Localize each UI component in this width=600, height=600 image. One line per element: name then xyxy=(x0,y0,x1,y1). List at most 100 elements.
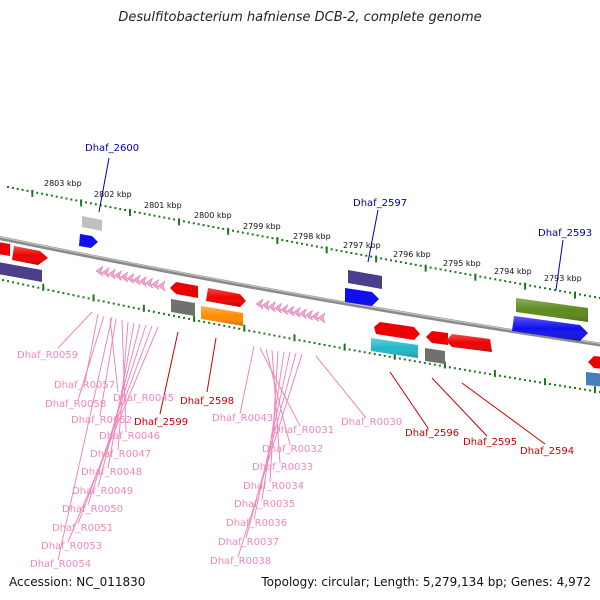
tick-dot xyxy=(266,236,269,239)
tick-dot xyxy=(301,242,303,245)
gene-label-dhaf-r0037[interactable]: Dhaf_R0037 xyxy=(218,537,279,548)
gene-arrow[interactable] xyxy=(586,372,600,387)
rrna-arrow[interactable] xyxy=(292,306,301,319)
tick-dot xyxy=(173,218,176,221)
gene-arrow[interactable] xyxy=(82,216,102,231)
rrna-arrow[interactable] xyxy=(267,301,276,313)
gene-label-dhaf-r0046[interactable]: Dhaf_R0046 xyxy=(99,431,160,442)
gene-arrow[interactable] xyxy=(348,270,382,289)
gene-arrow[interactable] xyxy=(345,288,379,306)
gene-arrow[interactable] xyxy=(171,299,195,316)
gene-label-dhaf-r0030[interactable]: Dhaf_R0030 xyxy=(341,417,402,428)
tick-dot xyxy=(528,379,531,382)
gene-label-dhaf-r0052[interactable]: Dhaf_R0052 xyxy=(71,415,132,426)
gene-label-dhaf-r0045[interactable]: Dhaf_R0045 xyxy=(113,393,174,404)
gene-label-dhaf-2593[interactable]: Dhaf_2593 xyxy=(538,228,592,239)
connector-line xyxy=(97,323,141,488)
tick-dot xyxy=(178,315,181,318)
gene-label-dhaf-r0059[interactable]: Dhaf_R0059 xyxy=(17,350,78,361)
gene-arrow[interactable] xyxy=(374,322,420,340)
tick-dot xyxy=(444,269,447,272)
tick-dot xyxy=(133,210,136,213)
tick-dot xyxy=(303,340,306,343)
gene-arrow[interactable] xyxy=(588,356,600,369)
tick-dot xyxy=(453,367,456,370)
gene-label-dhaf-r0048[interactable]: Dhaf_R0048 xyxy=(81,467,142,478)
gene-label-dhaf-r0033[interactable]: Dhaf_R0033 xyxy=(252,462,313,473)
tick-dot xyxy=(182,220,185,223)
rrna-arrow[interactable] xyxy=(274,302,283,314)
tick-dot xyxy=(333,345,336,348)
gene-label-dhaf-r0032[interactable]: Dhaf_R0032 xyxy=(262,444,323,455)
rrna-arrow[interactable] xyxy=(261,299,270,312)
tick-dot xyxy=(228,325,231,328)
rrna-arrow[interactable] xyxy=(157,280,166,292)
tick-dot xyxy=(167,313,170,316)
gene-label-dhaf-r0034[interactable]: Dhaf_R0034 xyxy=(243,481,304,492)
gene-label-dhaf-r0031[interactable]: Dhaf_R0031 xyxy=(273,425,334,436)
tick-dot xyxy=(583,388,586,391)
gene-label-dhaf-2595[interactable]: Dhaf_2595 xyxy=(463,437,517,448)
gene-label-dhaf-r0038[interactable]: Dhaf_R0038 xyxy=(210,556,271,567)
tick-dot xyxy=(313,342,316,345)
rrna-arrow[interactable] xyxy=(151,278,160,291)
gene-label-dhaf-r0057[interactable]: Dhaf_R0057 xyxy=(54,380,115,391)
tick-dot xyxy=(539,286,542,289)
gene-label-dhaf-r0049[interactable]: Dhaf_R0049 xyxy=(72,486,133,497)
rrna-arrow[interactable] xyxy=(132,274,141,286)
tick-dot xyxy=(418,361,421,364)
gene-label-dhaf-r0054[interactable]: Dhaf_R0054 xyxy=(30,559,91,570)
rrna-arrow[interactable] xyxy=(145,277,154,289)
rrna-arrow[interactable] xyxy=(255,298,264,310)
gene-label-dhaf-r0053[interactable]: Dhaf_R0053 xyxy=(41,541,102,552)
rrna-arrow[interactable] xyxy=(311,310,320,323)
tick-dot xyxy=(438,364,441,367)
tick-dot xyxy=(163,216,166,219)
tick-dot xyxy=(148,213,151,216)
gene-arrow[interactable] xyxy=(426,331,448,345)
rrna-arrow[interactable] xyxy=(114,269,123,282)
gene-label-dhaf-2597[interactable]: Dhaf_2597 xyxy=(353,198,407,209)
label-connectors xyxy=(57,157,564,561)
gene-label-dhaf-2594[interactable]: Dhaf_2594 xyxy=(520,446,574,457)
gene-label-dhaf-r0035[interactable]: Dhaf_R0035 xyxy=(234,499,295,510)
gene-label-dhaf-2596[interactable]: Dhaf_2596 xyxy=(405,428,459,439)
gene-arrow[interactable] xyxy=(79,234,98,248)
gene-arrow[interactable] xyxy=(0,242,10,256)
rrna-arrow[interactable] xyxy=(101,266,110,279)
rrna-arrow[interactable] xyxy=(305,309,314,321)
gene-label-dhaf-r0058[interactable]: Dhaf_R0058 xyxy=(45,399,106,410)
gene-label-dhaf-2599[interactable]: Dhaf_2599 xyxy=(134,417,188,428)
rrna-arrow[interactable] xyxy=(120,271,129,283)
rrna-arrow[interactable] xyxy=(138,275,147,288)
gene-label-dhaf-r0050[interactable]: Dhaf_R0050 xyxy=(62,504,123,515)
tick-dot xyxy=(132,306,135,309)
gene-arrow[interactable] xyxy=(170,282,198,298)
gene-label-dhaf-r0043[interactable]: Dhaf_R0043 xyxy=(212,413,273,424)
gene-arrow[interactable] xyxy=(0,262,42,282)
rrna-arrow[interactable] xyxy=(298,308,307,320)
tick-dot xyxy=(286,239,289,242)
gene-label-dhaf-r0036[interactable]: Dhaf_R0036 xyxy=(226,518,287,529)
connector-line xyxy=(265,348,291,446)
rrna-arrow[interactable] xyxy=(107,268,116,280)
tick-dot xyxy=(238,327,241,330)
rrna-arrow[interactable] xyxy=(280,303,289,316)
gene-label-dhaf-r0051[interactable]: Dhaf_R0051 xyxy=(52,523,113,534)
gene-label-dhaf-2598[interactable]: Dhaf_2598 xyxy=(180,396,234,407)
tick-dot xyxy=(519,282,522,285)
connector-line xyxy=(237,353,303,558)
rrna-arrow[interactable] xyxy=(317,312,326,324)
rrna-arrow[interactable] xyxy=(286,305,295,317)
gene-label-dhaf-r0047[interactable]: Dhaf_R0047 xyxy=(90,449,151,460)
connector-line xyxy=(99,318,117,417)
tick-dot xyxy=(16,187,19,190)
rrna-arrow[interactable] xyxy=(126,272,135,285)
tick-dot xyxy=(248,329,251,332)
tick-dot xyxy=(62,292,65,295)
gene-label-dhaf-2600[interactable]: Dhaf_2600 xyxy=(85,143,139,154)
rrna-arrow[interactable] xyxy=(95,265,104,277)
tick-dot xyxy=(261,235,264,238)
gene-arrow[interactable] xyxy=(425,348,445,364)
rrna-cluster xyxy=(255,298,326,324)
